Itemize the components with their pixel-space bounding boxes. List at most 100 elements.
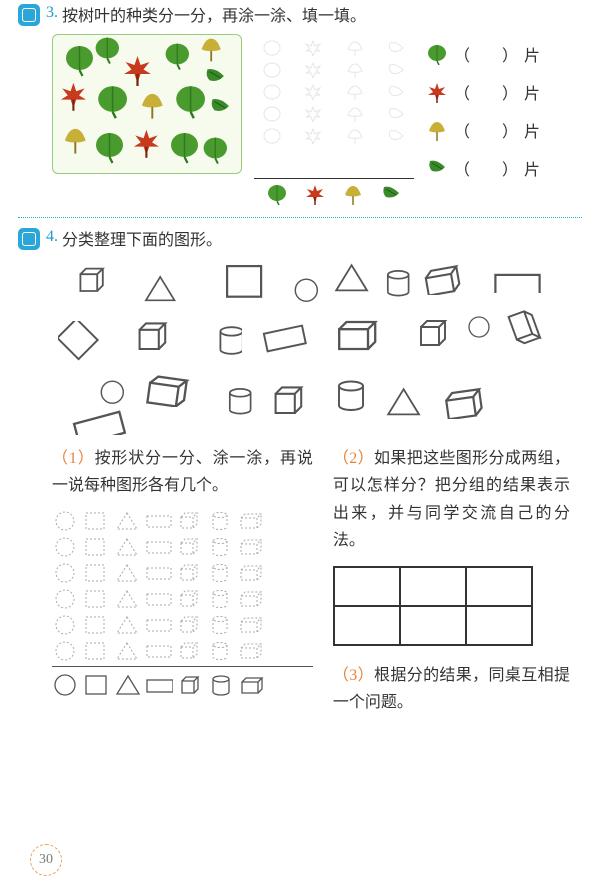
red-leaf-outline-icon (302, 104, 324, 122)
q4-marker-icon (18, 228, 40, 250)
green-leaf-outline-icon (261, 126, 283, 144)
table-cell (466, 606, 532, 645)
tally-col-green (254, 38, 290, 154)
q3-number: 3. (46, 4, 58, 22)
blank: （ ） (454, 80, 518, 104)
table-cell (400, 567, 466, 606)
red-leaf-icon (426, 81, 448, 103)
green-leaf-icon (63, 43, 97, 77)
willow-leaf-outline-icon (385, 126, 407, 144)
leaf-collection-box (52, 34, 242, 174)
green-leaf-outline-icon (261, 82, 283, 100)
unit-label: 片 (524, 80, 540, 104)
dotted-cuboid-icon (238, 510, 266, 532)
cylinder-icon (222, 385, 252, 429)
square-icon (58, 321, 102, 365)
table-cell (400, 606, 466, 645)
q4-number: 4. (46, 228, 58, 246)
green-leaf-icon (95, 83, 131, 119)
cylinder-icon (330, 377, 366, 431)
rectangle-icon (262, 319, 308, 355)
ginkgo-leaf-outline-icon (344, 82, 366, 100)
green-leaf-outline-icon (261, 104, 283, 122)
ginkgo-leaf-icon (426, 119, 448, 141)
ginkgo-leaf-icon (61, 125, 91, 155)
red-leaf-outline-icon (302, 60, 324, 78)
cuboid-icon (420, 261, 476, 295)
legend-row-red: （ ） 片 (426, 80, 540, 104)
legend-row-willow: （ ） 片 (426, 156, 540, 180)
q4-sub3: （3）根据分的结果，同桌互相提一个问题。 (333, 662, 570, 716)
dotted-triangle-icon (114, 510, 142, 532)
dotted-row (52, 562, 313, 584)
square-icon (222, 261, 266, 305)
green-leaf-icon (93, 35, 123, 65)
q3-header: 3. 按树叶的种类分一分，再涂一涂、填一填。 (0, 0, 600, 30)
red-leaf-outline-icon (302, 82, 324, 100)
cuboid-icon (238, 673, 266, 697)
green-leaf-icon (266, 183, 288, 205)
ginkgo-leaf-outline-icon (344, 38, 366, 56)
q4-sub2: （2）如果把这些图形分成两组，可以怎样分？把分组的结果表示出来，并与同学交流自己… (333, 445, 570, 554)
table-cell (334, 606, 400, 645)
willow-leaf-outline-icon (385, 60, 407, 78)
dotted-row (52, 640, 313, 662)
willow-leaf-icon (426, 157, 448, 179)
unit-label: 片 (524, 118, 540, 142)
tally-col-ginkgo (337, 38, 373, 154)
green-leaf-icon (201, 135, 231, 165)
table-cell (334, 567, 400, 606)
tally-legend-row (254, 183, 414, 205)
table-cell (466, 567, 532, 606)
dotted-cyl-icon (207, 510, 235, 532)
cylinder-icon (207, 673, 235, 697)
dotted-row (52, 614, 313, 636)
sub2-number: （2） (333, 450, 374, 467)
unit-label: 片 (524, 156, 540, 180)
willow-leaf-icon (380, 183, 402, 205)
square-icon (83, 673, 111, 697)
rectangle-icon (145, 673, 173, 697)
tally-col-willow (379, 38, 415, 154)
q4-text: 分类整理下面的图形。 (62, 228, 582, 254)
cylinder-icon (380, 267, 410, 309)
sub1-number: （1） (52, 450, 95, 467)
green-leaf-icon (93, 130, 127, 164)
sub3-number: （3） (333, 667, 374, 684)
q4-sub1: （1）按形状分一分、涂一涂，再说一说每种图形各有几个。 (52, 445, 313, 716)
q3-text: 按树叶的种类分一分，再涂一涂、填一填。 (62, 4, 582, 30)
circle-icon (466, 315, 494, 343)
green-leaf-icon (163, 41, 193, 71)
ginkgo-leaf-icon (342, 183, 364, 205)
tally-col-red (296, 38, 332, 154)
cube-icon (266, 381, 310, 419)
dotted-circle-icon (52, 510, 80, 532)
willow-leaf-outline-icon (385, 104, 407, 122)
blank: （ ） (454, 156, 518, 180)
page-number: 30 (30, 844, 62, 876)
dotted-cube-icon (176, 510, 204, 532)
red-leaf-icon (131, 127, 165, 161)
cube-icon (176, 673, 204, 697)
red-leaf-outline-icon (302, 38, 324, 56)
rectangle-icon (72, 405, 132, 435)
q4-right-col: （2）如果把这些图形分成两组，可以怎样分？把分组的结果表示出来，并与同学交流自己… (333, 445, 570, 716)
cuboid-icon (504, 309, 544, 363)
green-leaf-icon (168, 130, 202, 164)
empty-table (333, 566, 533, 646)
dotted-square-icon (83, 510, 111, 532)
rectangle-icon (492, 263, 548, 293)
cuboid-icon (332, 313, 392, 353)
cube-icon (72, 263, 110, 301)
cube-icon (412, 315, 452, 355)
tally-area (254, 34, 414, 205)
legend-row-green: （ ） 片 (426, 42, 540, 66)
red-leaf-icon (304, 183, 326, 205)
leaf-legend: （ ） 片 （ ） 片 （ ） 片 （ ） 片 (426, 34, 540, 205)
cuboid-icon (440, 383, 494, 419)
blank: （ ） (454, 42, 518, 66)
circle-icon (292, 277, 322, 307)
solid-row (52, 673, 313, 697)
red-leaf-outline-icon (302, 126, 324, 144)
dotted-rect-icon (145, 510, 173, 532)
